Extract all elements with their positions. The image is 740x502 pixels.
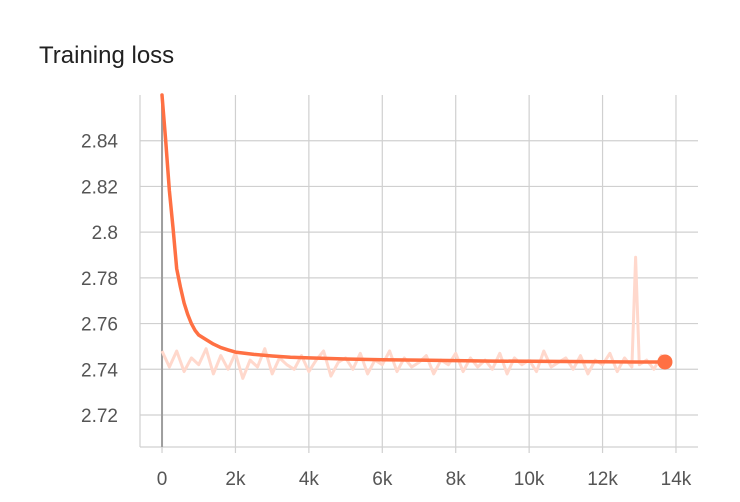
x-tick-label: 12k bbox=[587, 469, 618, 490]
x-tick-label: 2k bbox=[225, 469, 246, 490]
y-tick-label: 2.82 bbox=[81, 177, 118, 198]
y-tick-label: 2.76 bbox=[81, 315, 118, 336]
last-point-marker bbox=[657, 354, 673, 370]
raw-series-layer bbox=[160, 255, 667, 380]
tick-label-layer: 0 2k 4k 6k 8k 10k 12k 14k 2.72 2.74 2.76 2.78 2.8 2.8… bbox=[81, 132, 692, 490]
x-tick-label: 14k bbox=[661, 469, 692, 490]
y-tick-label: 2.8 bbox=[92, 223, 118, 244]
y-tick-label: 2.78 bbox=[81, 269, 118, 290]
axis-layer bbox=[139, 95, 698, 453]
smoothed-series-layer bbox=[160, 93, 673, 370]
y-tick-label: 2.72 bbox=[81, 406, 118, 427]
chart-title: Training loss bbox=[39, 42, 175, 69]
smoothed-loss-line bbox=[160, 93, 667, 364]
x-tick-label: 4k bbox=[299, 469, 320, 490]
x-tick-label: 10k bbox=[514, 469, 545, 490]
raw-loss-line bbox=[160, 255, 667, 380]
x-tick-label: 0 bbox=[157, 469, 168, 490]
y-tick-label: 2.84 bbox=[81, 132, 118, 153]
grid-layer bbox=[140, 95, 698, 447]
x-tick-label: 8k bbox=[446, 469, 467, 490]
y-tick-label: 2.74 bbox=[81, 360, 118, 381]
x-tick-label: 6k bbox=[372, 469, 393, 490]
